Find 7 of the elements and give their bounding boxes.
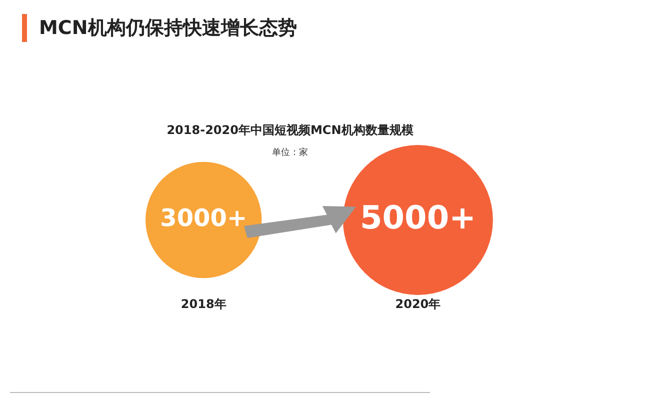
category-label: 2018年 (180, 297, 226, 312)
text: 2018-2020年中国短视频MCN机构数量规模 (166, 122, 414, 139)
text: 单位：家 (271, 146, 309, 159)
text: MCN机构仍保持快速增长态势 (22, 14, 297, 42)
data-label: 3000+ (160, 204, 248, 232)
data-label: 5000+ (360, 198, 476, 236)
category-label: 2020年 (395, 297, 441, 312)
